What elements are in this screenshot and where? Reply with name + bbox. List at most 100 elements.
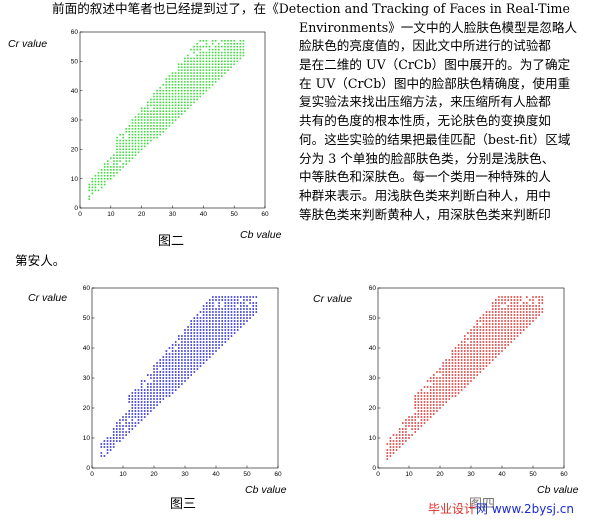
data-point <box>122 163 124 165</box>
data-point <box>249 302 251 304</box>
data-point <box>205 356 208 358</box>
data-point <box>190 89 192 92</box>
data-point <box>128 398 130 400</box>
data-point <box>199 75 202 77</box>
data-point <box>150 116 152 118</box>
data-point <box>187 89 189 92</box>
data-point <box>230 329 233 331</box>
data-point <box>94 183 97 186</box>
data-point <box>165 371 168 373</box>
data-point <box>423 404 426 406</box>
data-point <box>112 443 115 445</box>
x-tick-label: 20 <box>138 211 146 218</box>
data-point <box>171 98 174 101</box>
data-point <box>405 422 407 424</box>
data-point <box>196 323 199 325</box>
data-point <box>239 51 242 54</box>
data-point <box>215 323 217 325</box>
data-point <box>199 57 202 60</box>
data-point <box>504 347 506 349</box>
data-point <box>439 386 441 388</box>
data-point <box>457 374 460 376</box>
data-point <box>436 398 438 400</box>
data-point <box>485 335 488 337</box>
data-point <box>205 308 208 310</box>
data-point <box>177 104 180 107</box>
data-point <box>457 359 460 361</box>
data-point <box>131 128 134 130</box>
data-point <box>246 314 248 316</box>
data-point <box>193 359 196 361</box>
data-point <box>202 51 205 54</box>
data-point <box>479 329 482 331</box>
data-point <box>519 326 522 328</box>
data-point <box>147 125 149 127</box>
data-point <box>414 398 416 400</box>
data-point <box>501 350 503 352</box>
data-point <box>233 326 236 328</box>
data-point <box>199 344 202 346</box>
data-point <box>529 299 531 301</box>
data-point <box>479 362 482 364</box>
data-point <box>476 347 478 349</box>
data-point <box>485 350 488 352</box>
y-tick-label: 0 <box>372 465 376 472</box>
data-point <box>454 350 457 352</box>
data-point <box>199 347 202 349</box>
data-point <box>408 419 410 421</box>
data-point <box>457 368 460 370</box>
data-point <box>205 45 208 48</box>
data-point <box>255 311 258 313</box>
data-point <box>420 425 423 427</box>
data-point <box>180 89 183 92</box>
data-point <box>495 308 497 310</box>
data-point <box>171 86 174 89</box>
data-point <box>488 329 491 331</box>
data-point <box>174 365 177 367</box>
data-point <box>177 72 180 74</box>
data-point <box>491 308 494 310</box>
data-point <box>153 98 155 101</box>
data-point <box>398 446 401 448</box>
data-point <box>106 452 109 454</box>
data-point <box>522 308 525 310</box>
data-point <box>137 119 140 121</box>
data-point <box>224 338 227 340</box>
data-point <box>212 350 214 352</box>
data-point <box>433 374 435 376</box>
data-point <box>255 296 258 298</box>
data-point <box>100 452 103 454</box>
data-point <box>467 356 469 358</box>
data-point <box>128 136 131 139</box>
data-point <box>498 344 500 346</box>
data-point <box>240 296 242 298</box>
fig3-caption: 图三 <box>170 497 197 512</box>
data-point <box>217 54 220 57</box>
data-point <box>162 122 165 124</box>
data-point <box>442 386 444 388</box>
data-point <box>171 350 174 352</box>
data-point <box>122 419 124 421</box>
data-point <box>426 407 429 409</box>
data-point <box>249 299 251 301</box>
data-point <box>171 353 174 355</box>
data-point <box>242 45 245 48</box>
data-point <box>488 347 491 349</box>
data-point <box>196 45 198 48</box>
paragraph-right-column: Environments》一文中的人脸肤色模型是忽略人 脸肤色的亮度值的，因此文… <box>299 0 577 224</box>
data-point <box>485 338 488 340</box>
data-point <box>230 48 232 51</box>
data-point <box>252 311 254 313</box>
data-point <box>507 299 509 301</box>
data-point <box>156 125 158 127</box>
data-point <box>193 332 196 334</box>
data-point <box>190 81 192 83</box>
data-point <box>131 413 134 415</box>
data-point <box>227 48 229 51</box>
data-point <box>510 326 513 328</box>
data-point <box>211 60 214 63</box>
data-point <box>485 332 488 334</box>
data-point <box>535 308 537 310</box>
data-point <box>211 81 214 83</box>
data-point <box>464 362 466 364</box>
